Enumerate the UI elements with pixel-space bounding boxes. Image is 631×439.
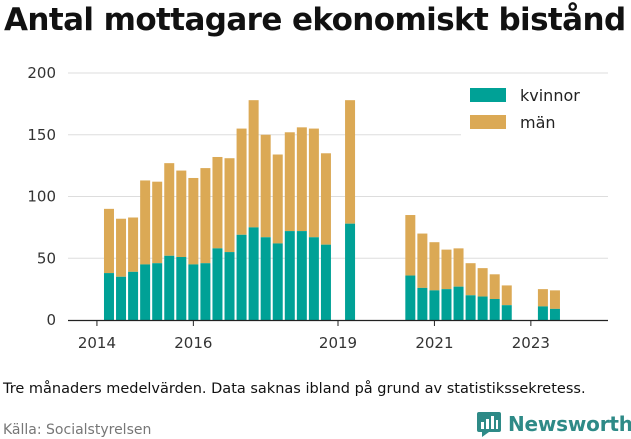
- bar-kvinnor: [140, 264, 151, 320]
- bar-kvinnor: [345, 223, 356, 320]
- bar-kvinnor: [164, 255, 175, 320]
- y-tick-label: 50: [37, 249, 56, 267]
- bar-man: [128, 217, 139, 272]
- bar-kvinnor: [441, 289, 452, 320]
- chart-caption: Tre månaders medelvärden. Data saknas ib…: [3, 381, 586, 397]
- bar-kvinnor: [188, 264, 199, 320]
- bar-man: [176, 170, 187, 258]
- bar-man: [501, 285, 512, 306]
- bar-kvinnor: [284, 231, 295, 320]
- bar-man: [345, 100, 356, 224]
- bar-man: [477, 268, 488, 297]
- bar-man: [248, 100, 259, 228]
- bar-man: [320, 153, 331, 245]
- bar-man: [200, 168, 211, 264]
- bar-kvinnor: [489, 299, 500, 320]
- bar-kvinnor: [236, 234, 247, 320]
- x-tick-label: 2023: [512, 334, 550, 352]
- bar-man: [537, 289, 548, 307]
- y-tick-label: 100: [27, 188, 56, 206]
- bar-man: [224, 158, 235, 253]
- legend-label: män: [520, 113, 556, 132]
- x-tick-label: 2014: [78, 334, 116, 352]
- bar-kvinnor: [453, 286, 464, 320]
- bar-man: [284, 132, 295, 232]
- bar-kvinnor: [465, 295, 476, 320]
- bar-kvinnor: [200, 263, 211, 320]
- bar-man: [441, 249, 452, 290]
- legend-swatch: [470, 115, 506, 129]
- bar-kvinnor: [477, 296, 488, 320]
- bar-kvinnor: [405, 275, 416, 320]
- bar-man: [188, 177, 199, 265]
- y-tick-label: 0: [46, 311, 56, 329]
- chart-title: Antal mottagare ekonomiskt bistånd: [4, 2, 626, 38]
- y-tick-label: 200: [27, 64, 56, 82]
- legend-swatch: [470, 88, 506, 102]
- bar-man: [140, 180, 151, 265]
- bar-kvinnor: [296, 231, 307, 320]
- bar-kvinnor: [537, 306, 548, 320]
- bar-kvinnor: [248, 227, 259, 320]
- bar-kvinnor: [260, 237, 271, 320]
- x-tick-label: 2021: [415, 334, 453, 352]
- bar-man: [429, 242, 440, 291]
- bar-man: [549, 290, 560, 309]
- bar-kvinnor: [417, 287, 428, 320]
- bar-man: [152, 181, 163, 264]
- bar-man: [453, 248, 464, 287]
- bar-man: [405, 215, 416, 276]
- bar-man: [212, 156, 223, 249]
- brand-name: Newsworthy: [508, 412, 631, 436]
- bar-kvinnor: [116, 276, 127, 320]
- newsworthy-brand[interactable]: Newsworthy: [476, 409, 631, 439]
- x-tick-label: 2019: [319, 334, 357, 352]
- bar-man: [116, 218, 127, 277]
- bar-kvinnor: [152, 263, 163, 320]
- bar-man: [308, 128, 319, 238]
- bar-man: [103, 208, 114, 274]
- legend-label: kvinnor: [520, 86, 580, 105]
- bar-man: [236, 128, 247, 235]
- bar-man: [296, 127, 307, 232]
- bar-kvinnor: [549, 308, 560, 320]
- bar-kvinnor: [429, 290, 440, 320]
- bar-man: [164, 163, 175, 256]
- bar-kvinnor: [308, 237, 319, 320]
- newsworthy-logo-icon: [477, 412, 501, 437]
- bar-man: [489, 274, 500, 300]
- bar-man: [417, 233, 428, 288]
- bar-man: [260, 134, 271, 238]
- y-tick-label: 150: [27, 126, 56, 144]
- bar-kvinnor: [212, 248, 223, 320]
- bar-kvinnor: [103, 273, 114, 320]
- bar-kvinnor: [128, 271, 139, 320]
- bar-kvinnor: [224, 252, 235, 320]
- x-tick-label: 2016: [174, 334, 212, 352]
- bar-kvinnor: [272, 243, 283, 320]
- bar-man: [272, 154, 283, 244]
- source-note: Källa: Socialstyrelsen: [3, 422, 152, 438]
- bar-man: [465, 263, 476, 296]
- bar-kvinnor: [501, 305, 512, 320]
- bar-kvinnor: [176, 257, 187, 320]
- bar-kvinnor: [320, 244, 331, 320]
